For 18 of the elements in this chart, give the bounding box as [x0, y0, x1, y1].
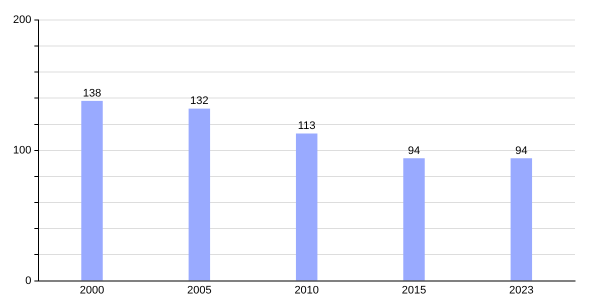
bar: [81, 100, 103, 280]
y-tick-label: 100: [12, 144, 32, 156]
y-tick-label: 0: [25, 274, 32, 287]
bar: [403, 158, 425, 280]
data-label: 113: [298, 120, 316, 132]
data-label: 94: [515, 144, 528, 157]
bar: [296, 133, 318, 280]
x-tick-label: 2000: [80, 284, 104, 296]
data-label: 94: [408, 144, 420, 157]
data-label: 132: [190, 95, 209, 108]
x-tick-label: 2010: [294, 284, 319, 296]
bar: [510, 158, 532, 280]
y-tick-label: 200: [12, 14, 32, 26]
x-tick-label: 2005: [187, 284, 212, 296]
x-tick-label: 2023: [509, 284, 534, 296]
data-label: 138: [82, 87, 102, 100]
x-tick-label: 2015: [402, 284, 426, 296]
bar: [188, 108, 210, 280]
